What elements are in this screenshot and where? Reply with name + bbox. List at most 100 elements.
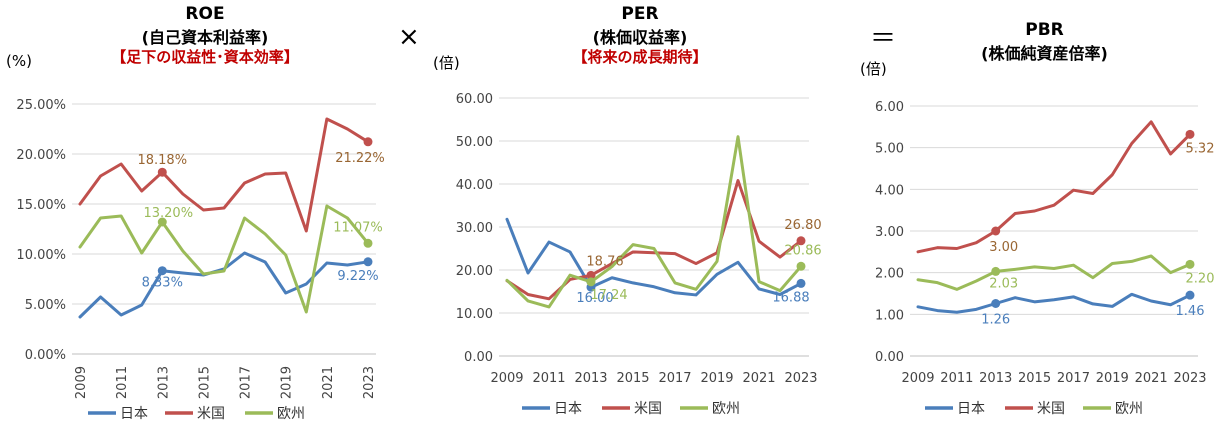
roe-panel: ROE (自己資本利益率) 【足下の収益性･資本効率】 (%) 0.00% 5.0… [0, 0, 390, 423]
series-line-europe [505, 135, 803, 309]
data-label: 16.88 [772, 290, 809, 305]
pbr-chart: 0.00 1.00 2.00 3.00 4.00 5.00 6.00 2009 2011 2013… [875, 100, 1215, 417]
pbr-unit: (倍) [860, 60, 887, 78]
data-point-marker [363, 137, 373, 147]
data-label: 2.03 [989, 276, 1018, 291]
y-tick-label: 5.00% [25, 298, 66, 313]
data-label: 5.32 [1186, 141, 1215, 156]
y-tick-label: 2.00 [875, 267, 904, 282]
data-point-marker [1185, 129, 1195, 139]
data-label: 21.22% [335, 151, 385, 166]
x-tick-label: 2017 [239, 366, 254, 399]
series-line-europe [78, 204, 370, 314]
y-tick-label: 60.00 [456, 92, 493, 107]
data-point-marker [586, 270, 596, 280]
y-tick-label: 50.00 [456, 135, 493, 150]
pbr-panel: PBR (株価純資産倍率) (倍) 0.00 1.00 2.00 3.00 4.00 5.… [850, 0, 1219, 423]
x-tick-label: 2021 [321, 366, 336, 399]
data-label: 13.20% [143, 206, 193, 221]
x-tick-label: 2017 [1057, 371, 1090, 386]
x-tick-label: 2013 [979, 371, 1012, 386]
per-subtitle: (株価収益率) [592, 28, 688, 47]
legend-label: 米国 [197, 406, 225, 422]
data-point-marker [586, 277, 596, 287]
x-tick-label: 2021 [742, 371, 775, 386]
series-line-us [916, 120, 1192, 254]
x-tick-label: 2017 [658, 371, 691, 386]
x-tick-label: 2023 [784, 371, 817, 386]
roe-subtitle: (自己資本利益率) [141, 28, 269, 47]
x-tick-label: 2011 [532, 371, 565, 386]
legend-label: 欧州 [712, 401, 740, 417]
y-tick-label: 4.00 [875, 183, 904, 198]
data-label: 18.18% [137, 153, 187, 168]
y-tick-label: 40.00 [456, 178, 493, 193]
data-label: 17.24 [590, 288, 627, 303]
per-chart: 0.00 10.00 20.00 30.00 40.00 50.00 60.00 2009 20… [456, 92, 822, 417]
pbr-title: PBR [1025, 20, 1064, 40]
data-point-marker [991, 266, 1001, 276]
legend-label: 日本 [120, 406, 148, 422]
x-tick-label: 2019 [280, 366, 295, 399]
x-tick-label: 2019 [1096, 371, 1129, 386]
data-point-marker [1185, 259, 1195, 269]
data-point-marker [796, 236, 806, 246]
x-tick-label: 2009 [901, 371, 934, 386]
data-point-marker [363, 257, 373, 267]
data-point-marker [157, 266, 167, 276]
data-point-marker [991, 299, 1001, 308]
y-tick-label: 15.00% [16, 198, 66, 213]
x-tick-label: 2009 [490, 371, 523, 386]
x-tick-label: 2021 [1135, 371, 1168, 386]
data-label: 11.07% [333, 220, 383, 235]
data-point-marker [157, 217, 167, 227]
y-tick-label: 6.00 [875, 100, 904, 115]
pbr-subtitle: (株価純資産倍率) [981, 44, 1108, 63]
series-line-us [78, 117, 370, 233]
data-label: 3.00 [989, 240, 1018, 255]
y-tick-label: 0.00% [25, 348, 66, 363]
y-tick-label: 10.00 [456, 307, 493, 322]
legend-label: 日本 [957, 401, 985, 417]
per-unit: (倍) [433, 54, 460, 72]
roe-unit: (%) [6, 52, 32, 70]
data-label: 26.80 [784, 218, 821, 233]
series-line-japan [78, 251, 370, 319]
per-title: PER [621, 4, 659, 24]
x-tick-label: 2023 [362, 366, 377, 399]
data-label: 20.86 [784, 243, 821, 258]
legend-label: 日本 [554, 401, 582, 417]
x-tick-label: 2009 [74, 366, 89, 399]
y-tick-label: 10.00% [16, 248, 66, 263]
y-tick-label: 3.00 [875, 225, 904, 240]
legend-label: 欧州 [1115, 401, 1143, 417]
y-tick-label: 1.00 [875, 308, 904, 323]
y-tick-label: 30.00 [456, 221, 493, 236]
y-tick-label: 0.00 [464, 350, 493, 365]
equals-operator: ＝ [870, 24, 897, 54]
roe-note: 【足下の収益性･資本効率】 [111, 48, 299, 66]
legend-label: 欧州 [277, 406, 305, 422]
data-point-marker [796, 278, 806, 288]
series-line-us [505, 179, 803, 301]
data-point-marker [991, 226, 1001, 236]
data-label: 1.46 [1176, 304, 1205, 319]
data-label: 1.26 [981, 313, 1010, 328]
data-point-marker [796, 261, 806, 271]
y-tick-label: 20.00% [16, 148, 66, 163]
roe-title: ROE [185, 4, 225, 24]
x-tick-label: 2011 [940, 371, 973, 386]
y-tick-label: 5.00 [875, 142, 904, 157]
series-line-japan [505, 217, 803, 297]
data-label: 8.33% [142, 276, 183, 291]
data-label: 2.20 [1186, 271, 1215, 286]
per-panel: PER (株価収益率) 【将来の成長期待】 (倍) 0.00 10.00 20.00… [425, 0, 835, 423]
y-tick-label: 25.00% [16, 98, 66, 113]
per-note: 【将来の成長期待】 [572, 48, 708, 66]
x-tick-label: 2023 [1173, 371, 1206, 386]
data-point-marker [363, 238, 373, 248]
series-line-japan [916, 292, 1192, 314]
x-tick-label: 2019 [700, 371, 733, 386]
x-tick-label: 2015 [197, 366, 212, 399]
legend-label: 米国 [1037, 401, 1065, 417]
